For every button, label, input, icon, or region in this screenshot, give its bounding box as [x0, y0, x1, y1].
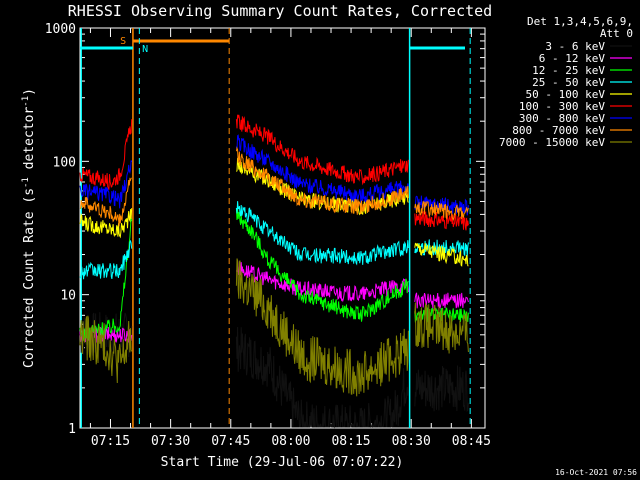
saa-flag-label: S: [120, 36, 126, 47]
series-line: [414, 365, 469, 412]
x-tick-labels: 07:15 07:30 07:45 08:00 08:15 08:30 08:45: [91, 434, 491, 449]
x-axis-label: Start Time (29-Jul-06 07:07:22): [161, 455, 404, 470]
x-tick-label: 08:15: [331, 434, 370, 449]
legend-entry-label: 7000 - 15000 keV: [499, 136, 605, 149]
x-tick-label: 07:15: [91, 434, 130, 449]
series-line: [235, 260, 409, 303]
series-line: [414, 239, 469, 257]
status-flags: SN: [80, 28, 471, 428]
y-axis-label-end: ): [22, 88, 37, 96]
plot-border: [79, 27, 486, 429]
legend-header-line2: Att 0: [600, 27, 633, 40]
series-line: [235, 114, 409, 186]
x-tick-label: 07:45: [211, 434, 250, 449]
timestamp: 16-Oct-2021 07:56: [555, 468, 637, 477]
legend-entry-label: 3 - 6 keV: [545, 40, 605, 53]
legend-entry-label: 50 - 100 keV: [526, 88, 606, 101]
series-line: [414, 242, 469, 267]
series-line: [79, 315, 133, 384]
legend-entry-label: 100 - 300 keV: [519, 100, 605, 113]
y-axis-label-sup2: -1: [21, 96, 31, 107]
legend-entry-label: 300 - 800 keV: [519, 112, 605, 125]
axis-ticks: [80, 28, 485, 429]
x-tick-label: 07:30: [151, 434, 190, 449]
x-tick-label: 08:00: [271, 434, 310, 449]
y-axis-label-mid: detector: [22, 107, 37, 178]
plot-frame: [79, 27, 486, 429]
series-line: [235, 134, 409, 204]
series-line: [79, 208, 133, 239]
y-axis-label: Corrected Count Rate (s-1 detector-1): [21, 88, 37, 368]
y-tick-label: 10: [60, 289, 76, 304]
legend-entry-label: 12 - 25 keV: [532, 64, 605, 77]
series-line: [235, 208, 409, 322]
series-line: [79, 119, 133, 190]
series-line: [235, 258, 409, 397]
y-tick-labels: 1 10 100 1000: [45, 22, 76, 437]
y-axis-label-main: Corrected Count Rate (s: [22, 188, 37, 368]
y-tick-label: 1000: [45, 22, 76, 37]
y-axis-label-sup1: -1: [21, 177, 31, 188]
series-line: [414, 307, 469, 324]
series-line: [414, 302, 469, 354]
night-flag-label: N: [142, 44, 148, 55]
legend-entry-label: 25 - 50 keV: [532, 76, 605, 89]
series-line: [414, 292, 469, 309]
series-lines: [79, 114, 469, 429]
series-line: [235, 326, 409, 429]
series-line: [414, 200, 469, 222]
series-line: [79, 177, 132, 227]
x-tick-label: 08:30: [392, 434, 431, 449]
series-line: [414, 211, 469, 231]
x-tick-label: 08:45: [452, 434, 491, 449]
series-line: [235, 201, 409, 266]
legend-header-line1: Det 1,3,4,5,6,9,: [527, 15, 633, 28]
series-line: [235, 146, 409, 215]
y-tick-label: 100: [53, 155, 76, 170]
series-line: [79, 239, 133, 280]
series-line: [79, 160, 133, 209]
legend-entry-label: 800 - 7000 keV: [512, 124, 605, 137]
chart-title: RHESSI Observing Summary Count Rates, Co…: [68, 2, 492, 20]
y-tick-label: 1: [68, 422, 76, 437]
legend-entry-label: 6 - 12 keV: [539, 52, 606, 65]
